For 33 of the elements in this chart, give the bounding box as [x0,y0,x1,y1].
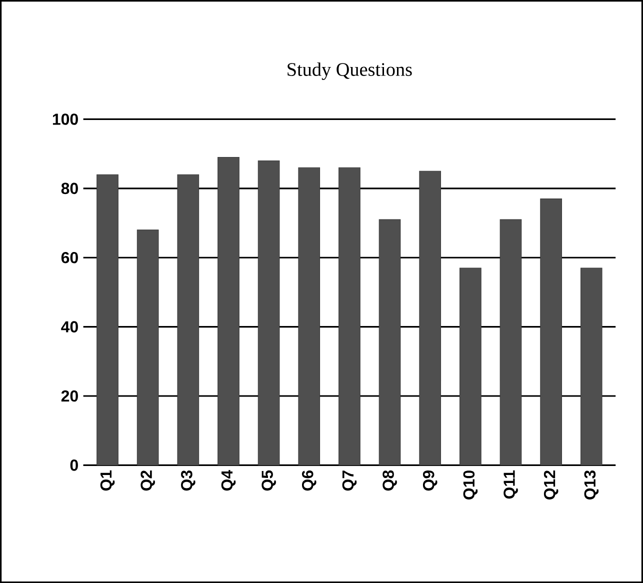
x-tick-label: Q4 [221,470,236,491]
x-tick-label: Q5 [262,470,276,491]
bar [338,167,360,466]
y-tick-label: 20 [61,390,78,402]
chart-title: Study Questions [288,62,412,80]
y-tick-label: 0 [70,460,78,471]
x-tick-label: Q11 [504,470,518,499]
bar [419,170,442,466]
bar [500,219,522,466]
y-tick-label: 100 [52,114,78,125]
y-tick-label: 40 [61,321,78,332]
x-tick-label: Q2 [140,470,155,491]
x-tick-label: Q12 [544,470,558,500]
x-tick-label: Q6 [302,470,316,491]
bar [298,167,320,466]
y-tick-label: 80 [61,182,78,194]
x-tick-label: Q10 [463,470,478,500]
bar [218,156,240,466]
bar [177,174,200,466]
bar [378,219,401,466]
x-tick-label: Q3 [181,470,196,491]
y-tick-label: 60 [61,252,78,264]
bar [136,230,159,466]
bar [258,160,280,466]
x-tick-label: Q7 [342,470,357,491]
bar [540,198,562,466]
bar [580,268,602,466]
x-tick-label: Q8 [382,470,397,491]
x-tick-label: Q9 [422,470,438,491]
bar [96,174,118,466]
x-tick-label: Q1 [100,470,115,491]
bar [460,268,482,466]
x-tick-label: Q13 [584,470,599,500]
